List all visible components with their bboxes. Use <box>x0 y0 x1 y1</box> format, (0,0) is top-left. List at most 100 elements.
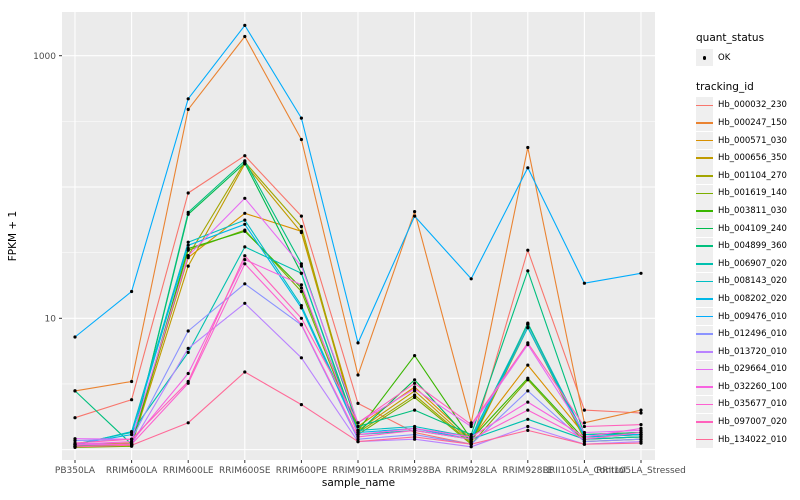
line-swatch-icon <box>696 220 713 238</box>
data-point <box>186 191 190 195</box>
legend-item-label: Hb_000032_230 <box>718 100 787 111</box>
legend-item-Hb_001104_270: Hb_001104_270 <box>696 167 796 185</box>
data-point <box>582 424 587 429</box>
data-point <box>243 254 247 258</box>
legend-item-label: Hb_000247_150 <box>718 117 787 128</box>
data-point <box>413 433 417 437</box>
data-point <box>186 371 190 376</box>
legend-item-label: Hb_013720_010 <box>718 346 787 357</box>
legend-item-Hb_000032_230: Hb_000032_230 <box>696 96 796 115</box>
data-point <box>299 137 303 142</box>
legend-item-label: Hb_003811_030 <box>718 205 787 216</box>
data-point <box>413 393 417 397</box>
data-point <box>356 421 360 425</box>
data-point <box>243 23 247 27</box>
data-point <box>299 356 303 360</box>
legend-title-tracking-id: tracking_id <box>696 80 754 93</box>
point-marker-icon <box>696 49 713 67</box>
data-point <box>243 34 247 39</box>
legend-item-label: Hb_001104_270 <box>718 170 787 181</box>
line-swatch-icon <box>696 431 713 449</box>
legend-item-label: OK <box>718 52 731 63</box>
data-point <box>469 442 473 446</box>
data-point <box>639 430 643 435</box>
data-point <box>186 264 190 268</box>
data-point <box>582 437 587 441</box>
data-point <box>639 423 643 427</box>
data-point <box>639 426 643 430</box>
gridlines <box>62 12 655 460</box>
line-swatch-icon <box>696 184 713 202</box>
data-point <box>186 243 190 247</box>
data-point <box>526 269 530 273</box>
data-point <box>186 97 190 101</box>
data-point <box>243 282 247 286</box>
axes: 1000 10 PB350LA RRIM600LA RRIM600LE RRIM600SE… <box>7 52 686 489</box>
x-axis-title: sample_name <box>322 477 395 489</box>
line-swatch-icon <box>696 360 713 378</box>
line-swatch-icon <box>696 395 713 413</box>
data-point <box>243 154 247 158</box>
legend-item-Hb_097007_020: Hb_097007_020 <box>696 413 796 431</box>
data-point <box>186 210 190 214</box>
legend-item-label: Hb_009476_010 <box>718 311 787 322</box>
data-point <box>413 378 417 382</box>
data-point <box>639 271 643 275</box>
x-tick-label: RRII105LA_Stressed <box>596 466 686 476</box>
legend-item-label: Hb_008143_020 <box>718 276 787 287</box>
data-point <box>526 428 530 432</box>
data-point <box>299 289 303 294</box>
legend-item-label: Hb_006907_020 <box>718 258 787 269</box>
y-axis-title: FPKM + 1 <box>7 211 19 261</box>
line-swatch-icon <box>696 343 713 361</box>
data-point <box>526 248 530 252</box>
line-swatch-icon <box>696 290 713 308</box>
line-swatch-icon <box>696 325 713 343</box>
legend-item-Hb_134022_010: Hb_134022_010 <box>696 431 796 449</box>
data-point <box>356 373 360 377</box>
data-point <box>526 389 530 393</box>
data-point <box>356 341 360 345</box>
data-point <box>356 424 360 429</box>
x-tick-label: RRIM600LE <box>163 466 214 476</box>
legend-item-Hb_035677_010: Hb_035677_010 <box>696 395 796 414</box>
data-point <box>243 159 247 163</box>
y-tick-label: 10 <box>45 314 57 324</box>
data-point <box>73 445 77 449</box>
data-point <box>299 403 303 407</box>
data-point <box>526 417 530 421</box>
legend-item-Hb_000571_030: Hb_000571_030 <box>696 132 796 150</box>
data-point <box>243 245 247 249</box>
data-point <box>413 395 417 399</box>
line-swatch-icon <box>696 237 713 255</box>
data-point <box>582 442 587 446</box>
data-point <box>469 433 473 437</box>
data-point <box>413 408 417 412</box>
data-point <box>413 214 417 218</box>
legend-item-Hb_008202_020: Hb_008202_020 <box>696 290 796 308</box>
data-point <box>639 411 643 415</box>
data-point <box>73 335 77 339</box>
data-point <box>130 398 134 402</box>
line-swatch-icon <box>696 308 713 326</box>
data-point <box>243 196 247 200</box>
data-point <box>582 440 587 444</box>
legend-item-label: Hb_004899_360 <box>718 241 787 252</box>
data-point <box>356 435 360 439</box>
data-point <box>130 379 134 384</box>
legend-item-label: Hb_035677_010 <box>718 399 787 410</box>
data-point <box>243 229 247 233</box>
line-swatch-icon <box>696 149 713 167</box>
data-point <box>526 166 530 170</box>
legend-item-Hb_004109_240: Hb_004109_240 <box>696 220 796 238</box>
data-point <box>413 437 417 441</box>
line-swatch-icon <box>696 202 713 220</box>
data-point <box>243 161 247 165</box>
data-point <box>299 322 303 326</box>
data-point <box>186 246 190 251</box>
data-point <box>526 322 530 326</box>
data-point <box>639 437 643 441</box>
legend-item-Hb_032260_100: Hb_032260_100 <box>696 378 796 396</box>
